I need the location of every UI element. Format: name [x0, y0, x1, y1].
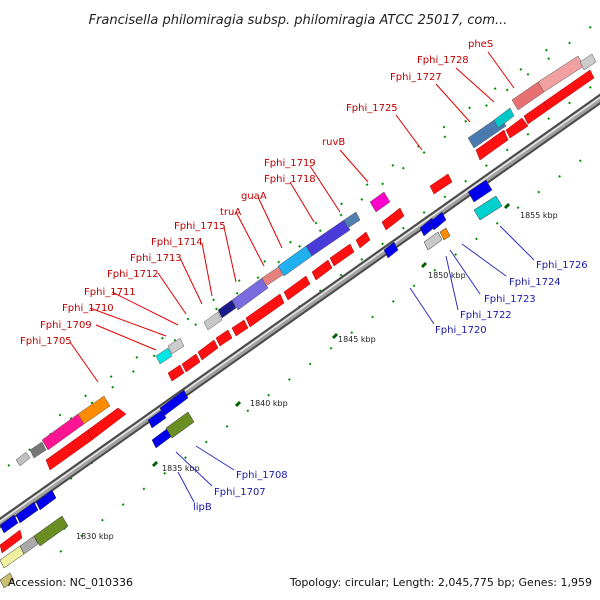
gene-label: lipB	[193, 502, 212, 513]
gene-label: Fphi_1725	[346, 103, 398, 114]
accession-label: Accession: NC_010336	[8, 576, 133, 589]
scale-label: 1855 kbp	[520, 211, 558, 220]
gene-label: Fphi_1708	[236, 470, 288, 481]
gene-label: Fphi_1709	[40, 320, 92, 331]
gene-label: truA	[220, 207, 241, 218]
gene-label: pheS	[468, 39, 493, 50]
gene-label: Fphi_1724	[509, 277, 561, 288]
reverse-cds-track	[0, 179, 503, 589]
scale-label: 1835 kbp	[162, 464, 200, 473]
scale-label: 1845 kbp	[338, 335, 376, 344]
gene-label: Fphi_1713	[130, 253, 182, 264]
top-gene-labels: Fphi_1705 Fphi_1709 Fphi_1710 Fphi_1711 …	[20, 39, 493, 347]
bottom-gene-labels: Fphi_1708 Fphi_1707 lipB Fphi_1720 Fphi_…	[193, 260, 588, 513]
forward-cds-track	[0, 69, 595, 554]
gene-label: Fphi_1719	[264, 158, 316, 169]
gene-label: Fphi_1705	[20, 336, 72, 347]
gene-label: Fphi_1711	[84, 287, 136, 298]
gene-label: ruvB	[322, 137, 345, 148]
scale-label: 1830 kbp	[76, 532, 114, 541]
top-label-leaders	[69, 51, 515, 383]
gene-label: Fphi_1712	[107, 269, 159, 280]
gene-label: Fphi_1728	[417, 55, 469, 66]
gene-label: Fphi_1727	[390, 72, 442, 83]
bottom-label-leaders	[175, 225, 535, 503]
scale-label: 1850 kbp	[428, 271, 466, 280]
map-title: Francisella philomiragia subsp. philomir…	[89, 13, 508, 28]
gene-label: Fphi_1722	[460, 310, 512, 321]
gene-label: Fphi_1726	[536, 260, 588, 271]
gene-label: Fphi_1715	[174, 221, 226, 232]
scale-labels: 1830 kbp 1835 kbp 1840 kbp 1845 kbp 1850…	[76, 211, 558, 541]
upper-feature-track	[15, 53, 597, 467]
gene-label: Fphi_1718	[264, 174, 316, 185]
scale-label: 1840 kbp	[250, 399, 288, 408]
gene-label: Fphi_1707	[214, 487, 266, 498]
topology-label: Topology: circular; Length: 2,045,775 bp…	[289, 576, 592, 589]
gene-label: guaA	[241, 191, 267, 202]
gene-label: Fphi_1723	[484, 294, 536, 305]
gene-label: Fphi_1714	[151, 237, 203, 248]
gene-label: Fphi_1710	[62, 303, 114, 314]
gene-label: Fphi_1720	[435, 325, 487, 336]
genome-backbone	[0, 93, 600, 529]
